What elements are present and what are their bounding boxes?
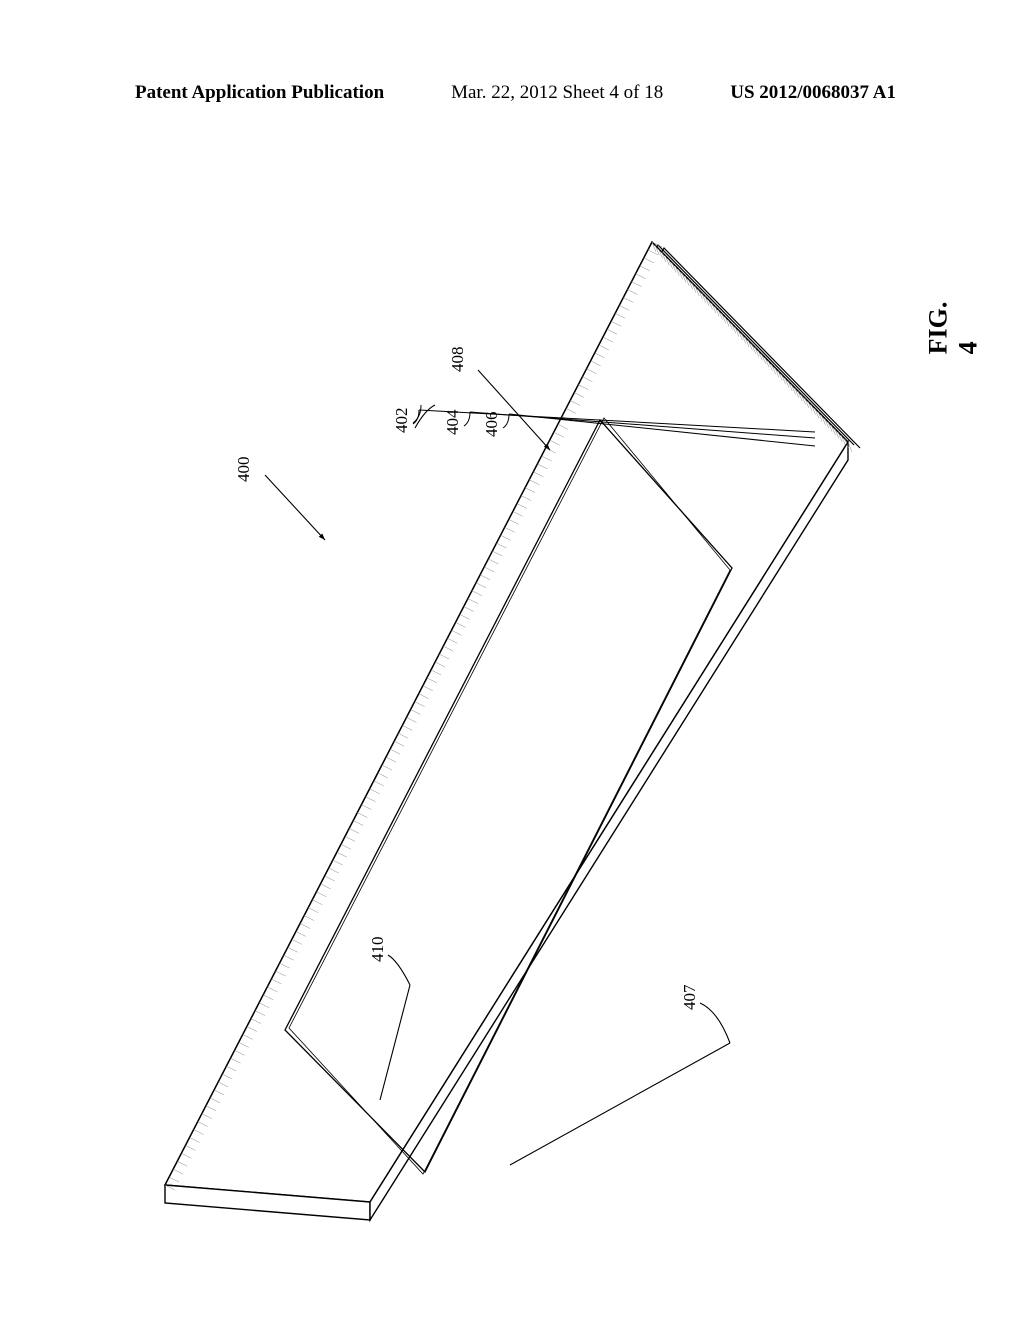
figure-label: FIG. 4 xyxy=(923,302,983,355)
ref-410: 410 xyxy=(368,937,388,963)
header-left: Patent Application Publication xyxy=(135,82,384,104)
ref-406: 406 xyxy=(482,412,502,438)
drawing-svg-container xyxy=(80,210,945,1240)
patent-drawing-svg xyxy=(80,210,945,1240)
figure-area: FIG. 4 400 402 404 406 407 408 410 xyxy=(80,210,945,1240)
ref-404: 404 xyxy=(443,410,463,436)
ref-400: 400 xyxy=(234,457,254,483)
ref-408: 408 xyxy=(448,347,468,373)
ref-402: 402 xyxy=(392,408,412,434)
header-right: US 2012/0068037 A1 xyxy=(730,82,896,104)
page-header: Patent Application Publication Mar. 22, … xyxy=(0,82,1024,104)
header-center: Mar. 22, 2012 Sheet 4 of 18 xyxy=(451,82,663,104)
ref-407: 407 xyxy=(680,985,700,1011)
